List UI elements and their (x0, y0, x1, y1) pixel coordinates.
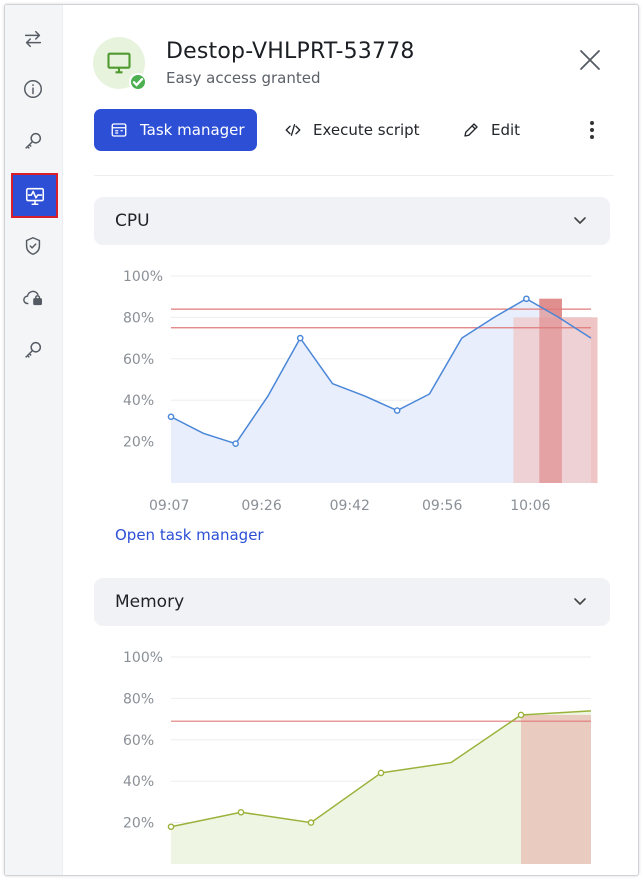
cpu-section-header[interactable]: CPU (94, 197, 610, 245)
x-tick-label: 09:42 (330, 498, 370, 514)
cpu-section-title: CPU (115, 211, 150, 231)
x-tick-label: 09:56 (422, 498, 462, 514)
switch-icon[interactable] (16, 22, 50, 56)
more-options-button[interactable] (579, 117, 605, 143)
alert-region-overlay (539, 298, 562, 483)
device-avatar (93, 37, 147, 91)
check-badge-icon (129, 73, 147, 91)
close-button[interactable] (573, 43, 607, 77)
edit-button[interactable]: Edit (462, 109, 520, 151)
series-line (170, 297, 592, 445)
cpu-chart: 100% 80% 60% 40% 20% 09:07 09:26 09:42 09:56 10:0… (123, 261, 603, 521)
memory-section-title: Memory (115, 592, 185, 612)
chevron-down-icon (574, 598, 586, 605)
cloud-lock-icon[interactable] (16, 281, 50, 315)
y-tick-label: 20% (123, 435, 154, 451)
y-tick-label: 80% (123, 691, 154, 707)
action-toolbar: Task manager Execute script Edit (94, 109, 614, 151)
monitor-activity-icon[interactable] (11, 173, 58, 218)
memory-chart: 100% 80% 60% 40% 20% (123, 642, 603, 875)
device-name: Destop-VHLPRT-53778 (166, 39, 415, 64)
code-icon (285, 124, 301, 136)
task-window-icon (111, 123, 127, 137)
y-tick-label: 60% (123, 352, 154, 368)
data-point (296, 334, 304, 342)
toolbar-divider (94, 175, 614, 176)
x-tick-label: 10:06 (510, 498, 550, 514)
info-icon[interactable] (16, 72, 50, 106)
pencil-icon (464, 123, 478, 137)
side-rail (5, 5, 63, 875)
data-point (167, 413, 175, 421)
data-point (523, 295, 530, 303)
data-point (167, 823, 175, 831)
y-tick-label: 40% (123, 393, 154, 409)
key-icon[interactable] (16, 333, 50, 367)
task-manager-label: Task manager (140, 121, 245, 139)
device-panel-window: Destop-VHLPRT-53778 Easy access granted … (4, 4, 639, 876)
data-point (517, 711, 525, 719)
close-icon (580, 50, 600, 70)
more-vertical-icon (590, 121, 594, 139)
device-detail-panel: Destop-VHLPRT-53778 Easy access granted … (63, 5, 638, 875)
data-point (393, 407, 401, 414)
x-tick-label: 09:07 (149, 498, 189, 514)
chevron-down-icon (574, 217, 586, 224)
memory-chart-svg: 100% 80% 60% 40% 20% (123, 650, 592, 864)
y-tick-label: 100% (123, 269, 163, 285)
y-tick-label: 60% (123, 733, 154, 749)
cpu-chart-svg: 100% 80% 60% 40% 20% 09:07 09:26 09:42 09:56 10:0… (123, 269, 598, 514)
memory-section-header[interactable]: Memory (94, 578, 610, 626)
alert-region-overlay (521, 714, 591, 864)
execute-script-label: Execute script (313, 121, 420, 139)
data-point (237, 808, 245, 816)
open-task-manager-link[interactable]: Open task manager (115, 526, 264, 544)
y-tick-label: 20% (123, 816, 154, 832)
y-tick-label: 40% (123, 774, 154, 790)
data-point (307, 819, 315, 826)
edit-label: Edit (491, 121, 521, 139)
y-tick-label: 80% (123, 310, 154, 326)
x-tick-label: 09:26 (241, 498, 281, 514)
shield-check-icon[interactable] (16, 229, 50, 263)
task-manager-button[interactable]: Task manager (94, 109, 257, 151)
computer-icon (107, 52, 131, 74)
execute-script-button[interactable]: Execute script (284, 109, 420, 151)
key-icon[interactable] (16, 124, 50, 158)
device-status: Easy access granted (166, 69, 321, 87)
series-area (171, 710, 591, 864)
data-point (377, 769, 385, 777)
y-tick-label: 100% (123, 650, 163, 666)
series-area (171, 298, 591, 483)
data-point (232, 440, 239, 447)
